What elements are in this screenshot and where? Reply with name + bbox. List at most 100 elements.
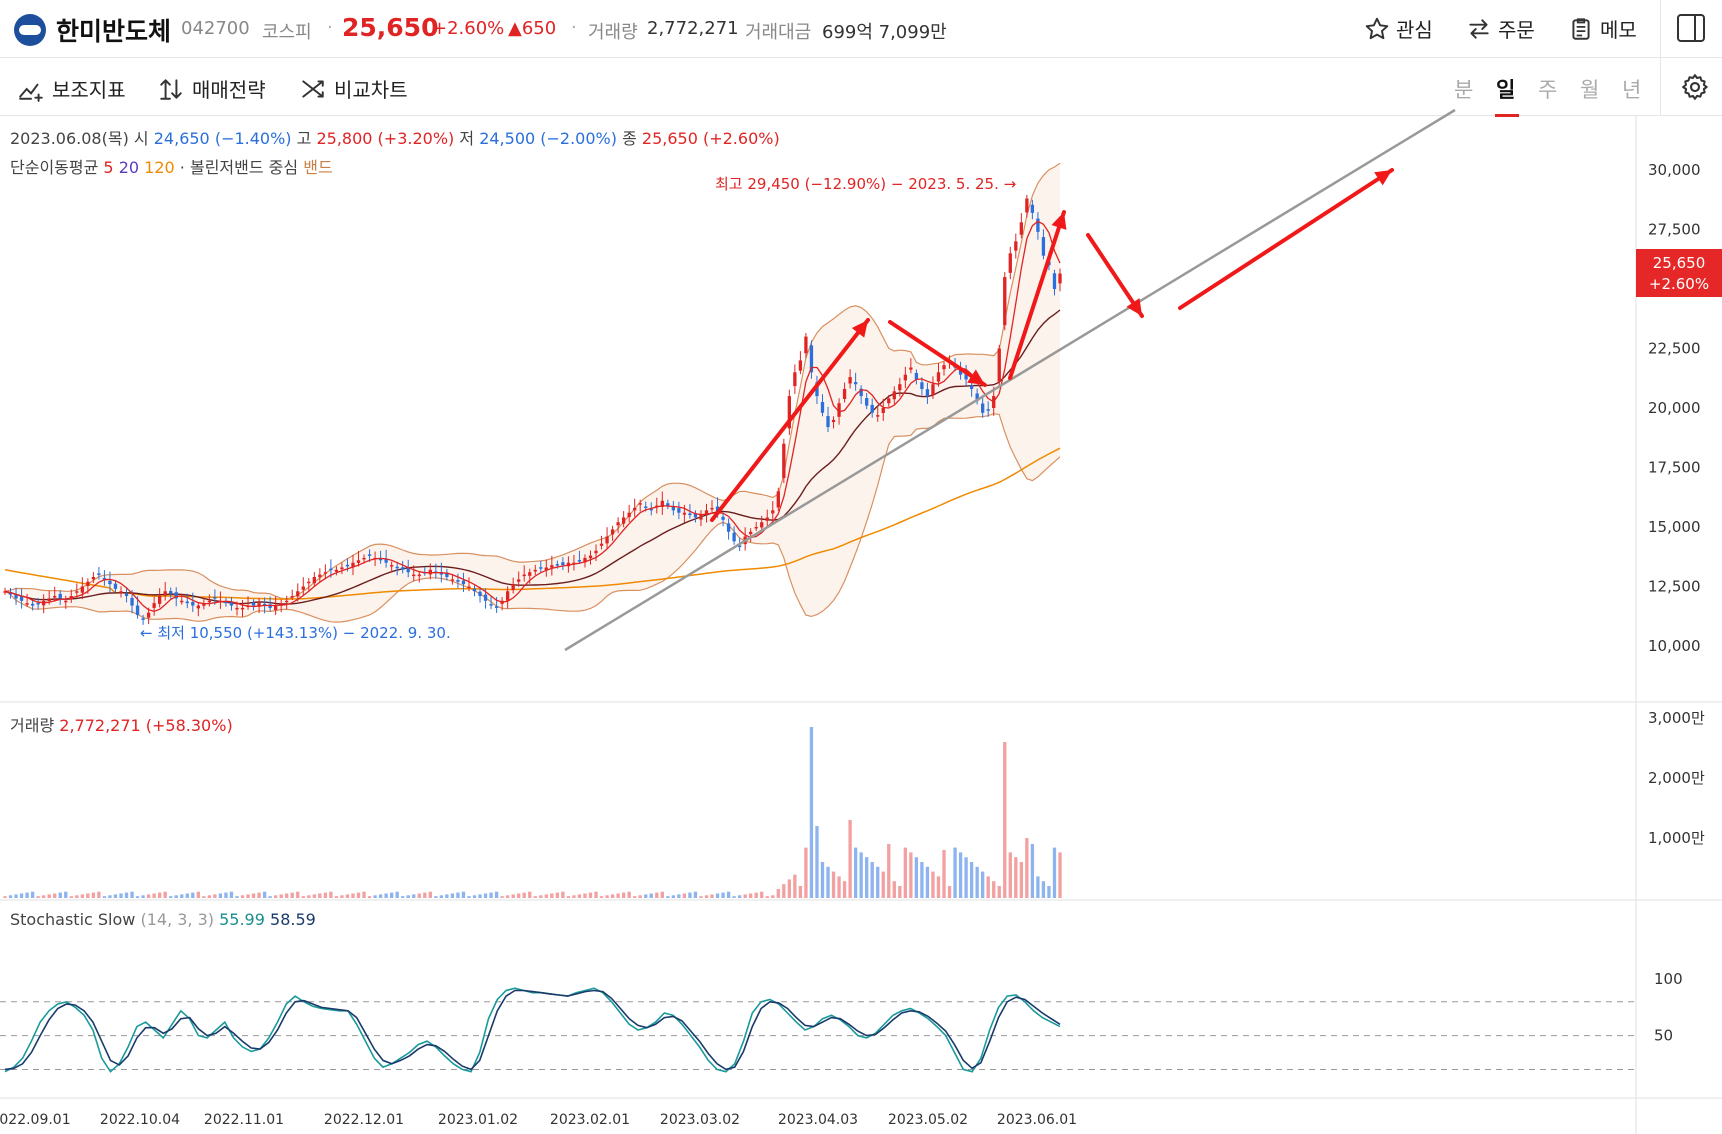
strategy-button[interactable]: 매매전략 — [158, 74, 266, 103]
volume-bar — [25, 892, 29, 898]
drawn-arrow-up-2 — [1008, 210, 1066, 380]
memo-button[interactable]: 메모 — [1568, 14, 1637, 43]
watch-button[interactable]: 관심 — [1364, 14, 1433, 43]
volume-bar — [467, 896, 471, 898]
volume-bar — [599, 896, 604, 898]
candle-body — [1041, 237, 1046, 256]
volume-bar — [1058, 852, 1062, 898]
current-price-tag-pct: +2.60% — [1648, 275, 1710, 293]
candle-body — [749, 531, 753, 535]
bollinger-band-fill — [5, 163, 1060, 623]
candle-body — [1058, 273, 1062, 284]
volume-bar — [732, 896, 736, 898]
candle-body — [412, 574, 416, 577]
candle-body — [86, 581, 90, 587]
volume-bar — [704, 895, 709, 898]
stoch-tick-label: 50 — [1654, 1027, 1673, 1045]
candle-body — [235, 607, 239, 610]
candle-body — [859, 388, 863, 397]
period-minute[interactable]: 분 — [1454, 78, 1474, 102]
candle-body — [301, 586, 305, 590]
candle-body — [787, 396, 792, 429]
volume-bar — [500, 896, 504, 898]
volume-bar — [760, 891, 764, 898]
volume-bar — [633, 896, 637, 898]
candle-body — [185, 601, 189, 604]
volume-bar — [820, 862, 825, 898]
volume-bar — [3, 896, 7, 898]
volume-bar — [14, 894, 18, 898]
gear-icon[interactable] — [1680, 72, 1710, 102]
candle-body — [75, 591, 79, 593]
indicators-button[interactable]: 보조지표 — [18, 74, 126, 103]
volume-bar — [30, 891, 35, 898]
volume-bar — [992, 881, 996, 898]
period-month[interactable]: 월 — [1580, 78, 1600, 102]
period-week[interactable]: 주 — [1538, 78, 1558, 102]
candle-body — [616, 522, 620, 526]
period-year[interactable]: 년 — [1622, 78, 1642, 102]
volume-bar — [572, 895, 576, 898]
candle-body — [25, 603, 29, 605]
volume-bar — [494, 891, 499, 898]
compare-button[interactable]: 비교차트 — [300, 74, 408, 103]
volume-bar — [853, 847, 858, 898]
volume-bar — [417, 893, 421, 898]
candle-body — [804, 336, 808, 354]
candle-body — [555, 564, 560, 566]
candle-body — [588, 555, 593, 559]
volume-bar — [588, 892, 593, 898]
volume-bar — [798, 886, 803, 898]
candle-body — [533, 569, 537, 572]
candle-body — [986, 409, 990, 411]
volume-bar — [19, 893, 24, 898]
drawn-arrow-up-3 — [1178, 168, 1394, 310]
volume-bar — [594, 891, 598, 898]
volume-bar — [621, 892, 626, 898]
stoch-d-value: 58.59 — [270, 910, 316, 929]
period-day[interactable]: 일 — [1496, 78, 1516, 102]
volume-bar — [925, 866, 930, 898]
candle-body — [334, 569, 339, 572]
volume-bar — [401, 896, 405, 898]
volume-bar — [456, 892, 460, 898]
volume-bar — [329, 891, 333, 898]
order-button[interactable]: 주문 — [1466, 14, 1535, 43]
panel-toggle-icon[interactable] — [1677, 14, 1705, 42]
bollinger-lower-line — [4, 413, 1061, 623]
open-value: 24,650 (−1.40%) — [153, 129, 292, 148]
x-axis-label: 2023.04.03 — [778, 1112, 858, 1128]
volume-bar — [169, 896, 173, 898]
volume-bar — [610, 894, 615, 898]
candle-body — [920, 382, 924, 389]
volume-bar — [517, 893, 521, 898]
candle-body — [229, 601, 234, 606]
candle-body — [997, 348, 1001, 382]
candle-body — [389, 565, 394, 567]
volume-bar — [666, 896, 670, 898]
candle-body — [671, 506, 676, 511]
candle-body — [881, 408, 885, 413]
separator-dot: · — [571, 17, 577, 38]
candle-body — [483, 594, 488, 601]
candle-body — [174, 592, 178, 599]
price-tick-label: 20,000 — [1648, 399, 1701, 417]
chart-plus-icon — [19, 83, 43, 102]
volume-bar — [102, 896, 107, 898]
candle-body — [472, 588, 477, 592]
separator-dot: · — [327, 17, 333, 38]
candle-body — [494, 606, 499, 608]
indicator-legend[interactable]: 단순이동평균 5 20 120 · 볼린저밴드 중심 밴드 — [10, 154, 333, 178]
candle-body — [655, 505, 659, 508]
volume-bar — [947, 886, 952, 898]
candle-body — [213, 597, 217, 599]
drawn-arrow-up-3-head — [1374, 170, 1392, 186]
volume-bar — [920, 862, 924, 898]
volume-bar — [787, 879, 792, 898]
volume-bar — [472, 895, 477, 898]
candle-body — [53, 596, 57, 598]
price-tick-label: 22,500 — [1648, 340, 1701, 358]
candle-body — [887, 398, 891, 404]
volume-bar — [671, 895, 676, 898]
